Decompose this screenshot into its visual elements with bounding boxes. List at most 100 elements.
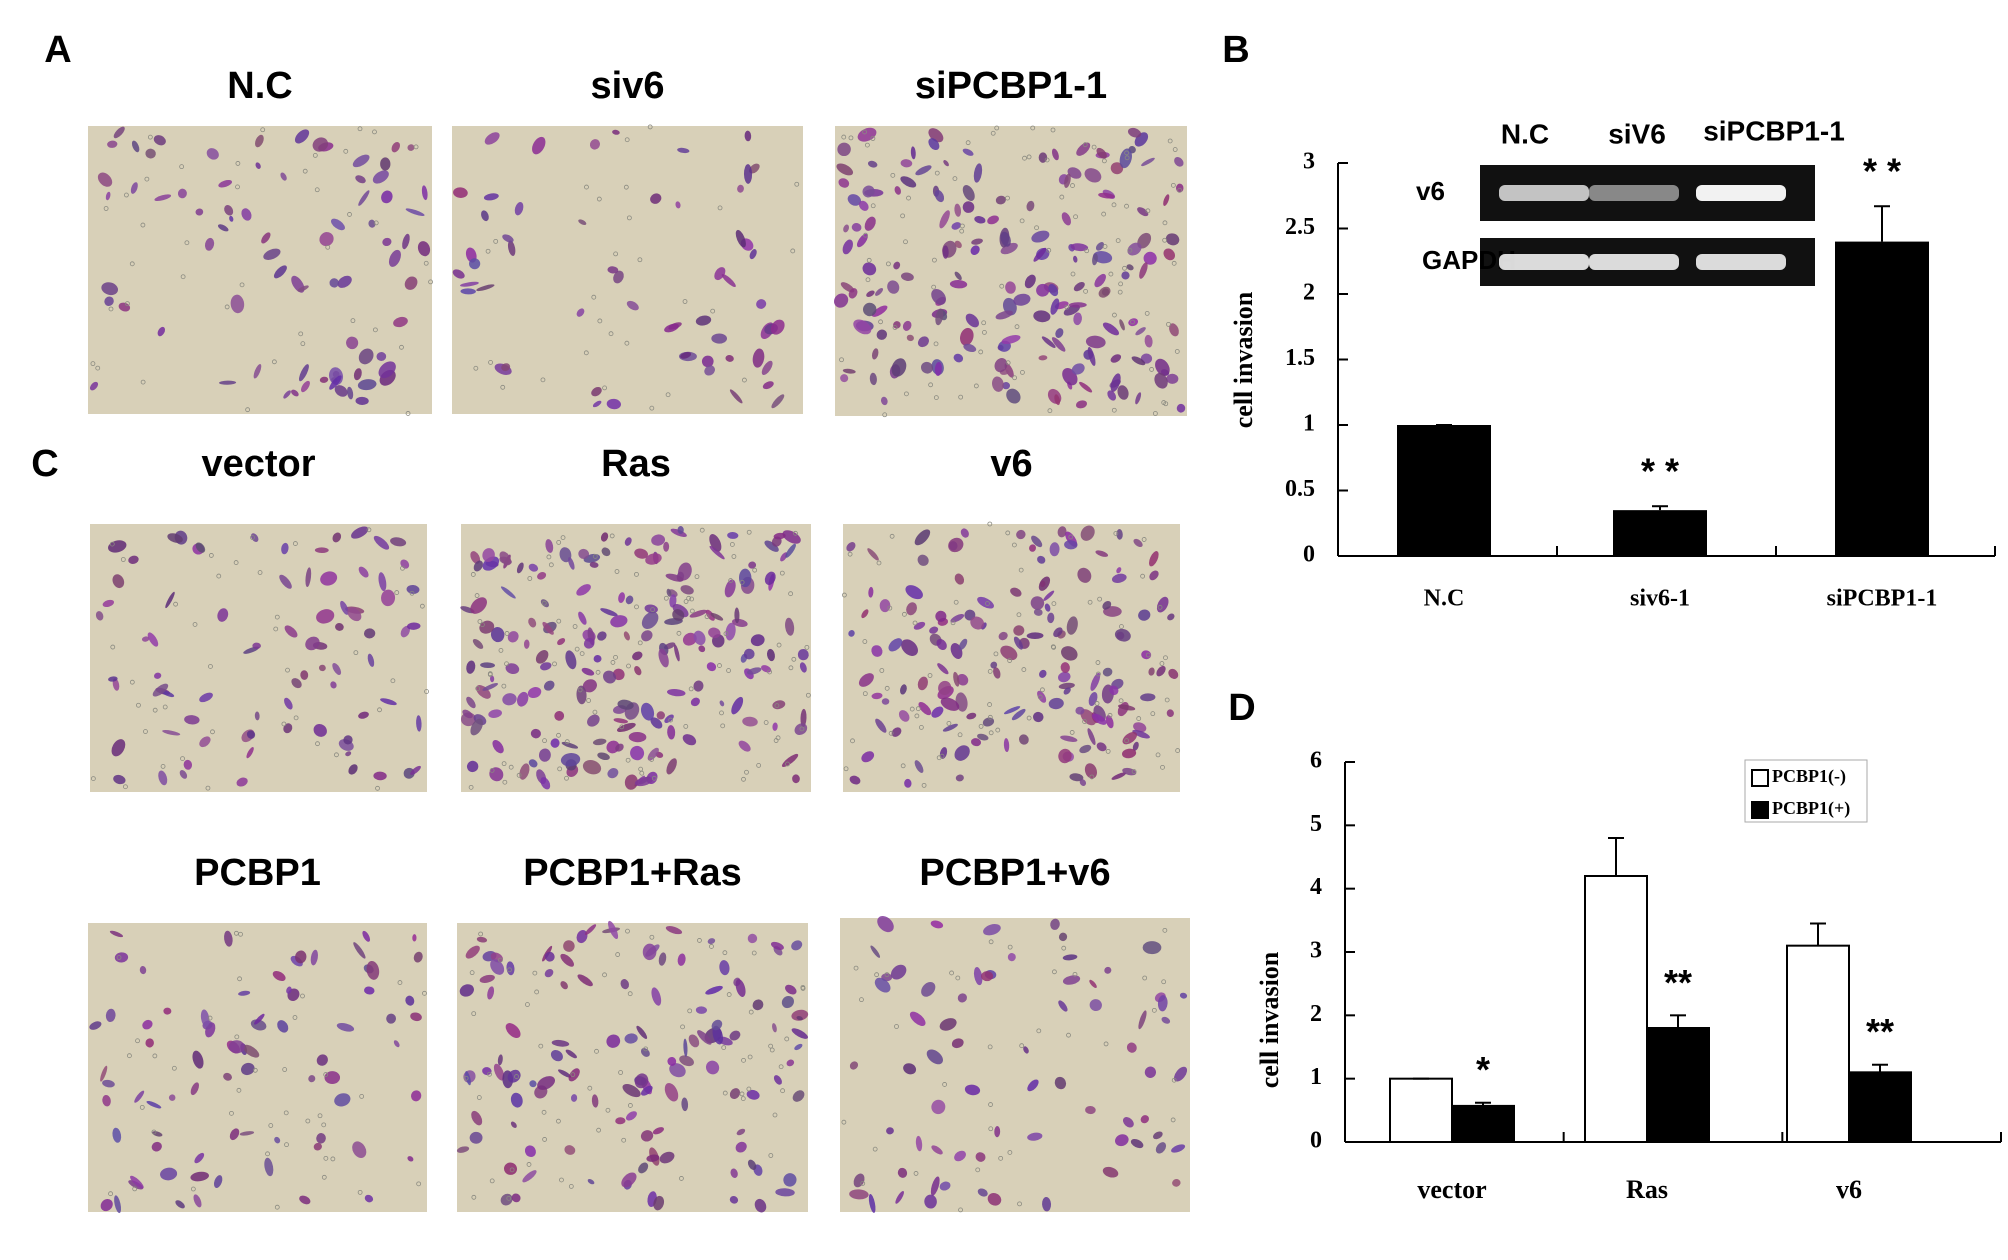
cell xyxy=(613,270,624,284)
pore xyxy=(216,573,222,579)
pore xyxy=(747,1054,753,1060)
cell xyxy=(320,571,338,586)
pore xyxy=(936,755,942,761)
pore xyxy=(965,140,971,146)
pore xyxy=(793,530,798,536)
cell xyxy=(1091,713,1107,725)
pore xyxy=(238,931,243,937)
cell xyxy=(987,1192,1002,1206)
pore xyxy=(1177,187,1183,193)
cell xyxy=(529,1080,537,1088)
image-title: N.C xyxy=(227,65,292,107)
cell xyxy=(1154,372,1168,389)
pore xyxy=(233,560,239,565)
cell xyxy=(917,336,929,348)
cell xyxy=(1000,242,1018,255)
pore xyxy=(527,576,533,581)
pore xyxy=(1171,260,1177,266)
pore xyxy=(285,667,290,673)
cell xyxy=(1142,941,1162,955)
cell xyxy=(582,760,602,775)
cell xyxy=(1018,734,1029,745)
pore xyxy=(321,1122,327,1128)
y-tick-label: 0 xyxy=(1303,542,1315,568)
cell xyxy=(1026,632,1044,640)
pore xyxy=(1119,624,1124,629)
cell xyxy=(490,959,505,975)
pore xyxy=(1089,774,1095,780)
pore xyxy=(886,261,891,267)
pore xyxy=(488,360,493,365)
pore xyxy=(618,1070,623,1075)
pore xyxy=(613,251,619,257)
cell xyxy=(926,1049,943,1065)
pore xyxy=(1124,738,1129,744)
cell xyxy=(330,681,337,689)
pore xyxy=(790,248,796,254)
pore xyxy=(912,620,918,626)
pore xyxy=(514,1074,519,1079)
pore xyxy=(1131,769,1137,774)
cell xyxy=(1110,373,1121,392)
cell xyxy=(168,1094,176,1101)
cell xyxy=(710,612,724,621)
pore xyxy=(470,572,476,577)
cell xyxy=(848,288,858,299)
cell xyxy=(628,731,647,743)
pore xyxy=(864,142,870,148)
pore xyxy=(987,714,993,720)
pore xyxy=(978,723,984,729)
pore xyxy=(958,394,964,400)
pore xyxy=(1117,289,1123,295)
cell xyxy=(393,316,408,328)
legend-swatch xyxy=(1751,769,1769,787)
cell xyxy=(537,1076,555,1090)
cell xyxy=(862,302,877,317)
cell xyxy=(849,1189,869,1200)
cell xyxy=(1075,400,1088,409)
cell xyxy=(1092,253,1098,266)
pore xyxy=(556,1118,561,1124)
pore xyxy=(779,570,785,576)
cell xyxy=(466,760,479,773)
pore xyxy=(619,724,625,730)
cell xyxy=(935,610,947,622)
cell xyxy=(766,648,775,662)
cell xyxy=(749,249,757,260)
pore xyxy=(504,661,509,667)
cell xyxy=(781,753,799,767)
cell xyxy=(1053,627,1063,638)
pore xyxy=(791,656,797,662)
cell xyxy=(537,572,547,580)
cell xyxy=(319,232,334,247)
pore xyxy=(788,591,794,597)
cell xyxy=(1157,995,1168,1012)
pore xyxy=(95,365,101,371)
pore xyxy=(1097,596,1103,602)
pore xyxy=(950,620,956,626)
cell xyxy=(956,673,969,686)
cell xyxy=(1079,381,1093,393)
cell xyxy=(651,987,662,1006)
cell xyxy=(1044,603,1051,612)
pore xyxy=(506,1195,512,1201)
cell xyxy=(1138,1010,1147,1030)
pore xyxy=(471,1011,477,1017)
cell xyxy=(750,634,765,647)
cell xyxy=(1127,127,1142,138)
gel-band xyxy=(1589,254,1679,270)
cell xyxy=(113,774,126,785)
cell xyxy=(1126,1042,1137,1053)
cell xyxy=(791,940,803,951)
pore xyxy=(557,766,563,772)
cell xyxy=(1047,612,1055,624)
cell xyxy=(240,1062,255,1076)
pore xyxy=(1102,244,1108,249)
pore xyxy=(731,554,737,559)
pore xyxy=(994,125,1000,131)
pore xyxy=(334,752,339,758)
pore xyxy=(1115,238,1121,244)
cell xyxy=(905,585,923,600)
pore xyxy=(596,196,602,202)
pore xyxy=(375,785,380,791)
